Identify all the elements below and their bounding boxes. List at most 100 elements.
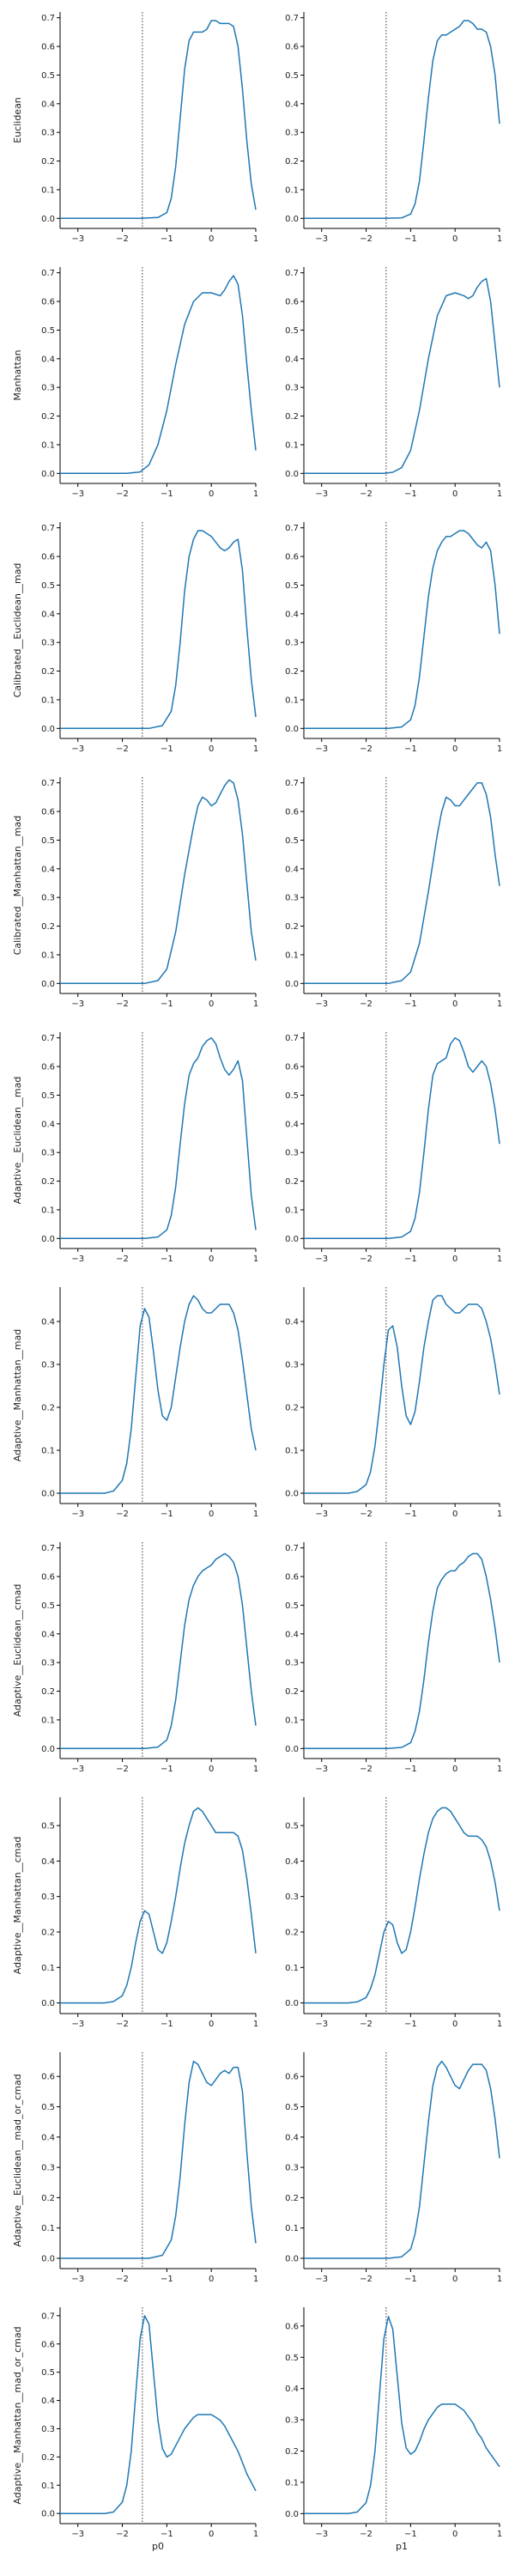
y-tick-label: 0.5 <box>41 1822 55 1832</box>
y-tick-label: 0.0 <box>41 470 55 479</box>
y-tick-label: 0.3 <box>285 1149 299 1158</box>
x-tick-label: −1 <box>404 1255 417 1264</box>
x-tick-label: 0 <box>452 999 457 1009</box>
y-tick-label: 0.0 <box>285 1999 299 2008</box>
y-tick-label: 0.5 <box>41 2103 55 2112</box>
density-line <box>60 1807 257 2004</box>
panel-6-p1: 0.0 0.1 0.2 0.3 0.4 −3 −2 −1 0 1 <box>285 1287 502 1519</box>
y-tick-label: 0.4 <box>41 1857 55 1867</box>
x-tick-label: 1 <box>497 1510 502 1519</box>
y-tick-label: 0.3 <box>285 894 299 903</box>
x-tick-label: 0 <box>209 2020 214 2029</box>
y-tick-label: 0.1 <box>41 1716 55 1725</box>
x-tick-label: −3 <box>71 744 84 754</box>
y-tick-label: 0.2 <box>41 2194 55 2203</box>
x-tick-label: −2 <box>360 1255 373 1264</box>
panel-8-p0: 0.0 0.1 0.2 0.3 0.4 0.5 −3 −2 −1 0 1 Adaptive__Manh… <box>12 1797 258 2029</box>
x-tick-label: −3 <box>71 2530 84 2539</box>
y-tick-label: 0.3 <box>41 894 55 903</box>
panel-9-p1: 0.0 0.1 0.2 0.3 0.4 0.5 0.6 −3 −2 −1 0 1 <box>285 2052 502 2284</box>
y-axis-label: Manhattan <box>12 349 23 400</box>
x-tick-label: 1 <box>253 2020 258 2029</box>
y-tick-label: 0.0 <box>41 215 55 224</box>
y-tick-label: 0.5 <box>41 71 55 81</box>
y-tick-label: 0.2 <box>41 922 55 932</box>
density-line <box>60 1295 257 1494</box>
x-tick-label: −1 <box>404 744 417 754</box>
x-tick-label: 0 <box>209 744 214 754</box>
y-tick-label: 0.2 <box>285 667 299 677</box>
y-tick-label: 0.2 <box>285 1177 299 1187</box>
y-tick-label: 0.7 <box>285 269 299 278</box>
density-line <box>304 1807 500 2004</box>
y-tick-label: 0.1 <box>285 951 299 960</box>
x-tick-label: −2 <box>116 1510 129 1519</box>
y-axis-label: Euclidean <box>12 97 23 143</box>
y-tick-label: 0.4 <box>41 865 55 874</box>
x-tick-label: −1 <box>161 489 173 499</box>
y-tick-label: 0.2 <box>41 1687 55 1697</box>
y-tick-label: 0.5 <box>41 2368 55 2378</box>
y-tick-label: 0.5 <box>285 2354 299 2363</box>
x-axis-label: p0 <box>152 2541 164 2552</box>
x-tick-label: 1 <box>497 2275 502 2284</box>
x-tick-label: −2 <box>116 2275 129 2284</box>
x-tick-label: −3 <box>315 1510 328 1519</box>
panel-4-p0: 0.0 0.1 0.2 0.3 0.4 0.5 0.6 0.7 −3 −2 −1 0 1 Calibrat… <box>12 777 258 1009</box>
y-tick-label: 0.7 <box>285 1544 299 1553</box>
x-tick-label: 1 <box>497 489 502 499</box>
panel-3-p1: 0.0 0.1 0.2 0.3 0.4 0.5 0.6 0.7 −3 −2 −1 0 1 <box>285 522 502 754</box>
x-tick-label: 0 <box>209 234 214 244</box>
y-tick-label: 0.3 <box>41 1149 55 1158</box>
x-tick-label: −3 <box>315 1765 328 1774</box>
x-tick-label: −1 <box>404 2275 417 2284</box>
x-tick-label: 1 <box>497 744 502 754</box>
y-tick-label: 0.4 <box>285 355 299 364</box>
x-tick-label: 0 <box>209 1765 214 1774</box>
y-tick-label: 0.2 <box>41 412 55 422</box>
y-tick-label: 0.0 <box>285 1490 299 1499</box>
x-tick-label: 0 <box>209 489 214 499</box>
x-tick-label: −2 <box>360 489 373 499</box>
y-tick-label: 0.2 <box>41 1928 55 1937</box>
x-tick-label: 1 <box>253 489 258 499</box>
y-tick-label: 0.0 <box>41 2510 55 2519</box>
y-tick-label: 0.3 <box>285 639 299 648</box>
y-tick-label: 0.0 <box>41 2255 55 2264</box>
y-tick-label: 0.6 <box>41 298 55 307</box>
density-line <box>60 2315 257 2514</box>
y-tick-label: 0.6 <box>285 2322 299 2331</box>
panel-5-p1: 0.0 0.1 0.2 0.3 0.4 0.5 0.6 0.7 −3 −2 −1 0 1 <box>285 1032 502 1264</box>
y-tick-label: 0.4 <box>285 1120 299 1129</box>
x-tick-label: −2 <box>360 234 373 244</box>
x-tick-label: −2 <box>116 2020 129 2029</box>
y-tick-label: 0.6 <box>41 553 55 562</box>
panel-1-p1: 0.0 0.1 0.2 0.3 0.4 0.5 0.6 0.7 −3 −2 −1 0 1 <box>285 12 502 244</box>
y-tick-label: 0.2 <box>41 1404 55 1413</box>
y-tick-label: 0.3 <box>41 1361 55 1370</box>
x-tick-label: 0 <box>452 234 457 244</box>
y-tick-label: 0.7 <box>285 1034 299 1043</box>
x-tick-label: −1 <box>161 2020 173 2029</box>
y-tick-label: 0.7 <box>41 1544 55 1553</box>
y-tick-label: 0.1 <box>41 2224 55 2233</box>
y-tick-label: 0.5 <box>285 1601 299 1611</box>
x-tick-label: 1 <box>497 1765 502 1774</box>
x-tick-label: −2 <box>360 999 373 1009</box>
y-tick-label: 0.7 <box>41 269 55 278</box>
y-tick-label: 0.7 <box>41 1034 55 1043</box>
y-tick-label: 0.1 <box>285 1964 299 1973</box>
y-tick-label: 0.5 <box>285 1822 299 1832</box>
y-axis-label: Adaptive__Manhattan__cmad <box>12 1837 23 1974</box>
x-tick-label: 1 <box>497 999 502 1009</box>
x-tick-label: −2 <box>116 2530 129 2539</box>
y-tick-label: 0.6 <box>41 43 55 52</box>
y-tick-label: 0.0 <box>41 980 55 989</box>
density-line <box>304 781 500 985</box>
y-tick-label: 0.3 <box>285 2416 299 2426</box>
x-tick-label: 0 <box>452 489 457 499</box>
y-tick-label: 0.5 <box>41 1091 55 1101</box>
x-tick-label: 1 <box>497 1255 502 1264</box>
y-tick-label: 0.3 <box>41 1893 55 1902</box>
y-tick-label: 0.2 <box>285 2194 299 2203</box>
